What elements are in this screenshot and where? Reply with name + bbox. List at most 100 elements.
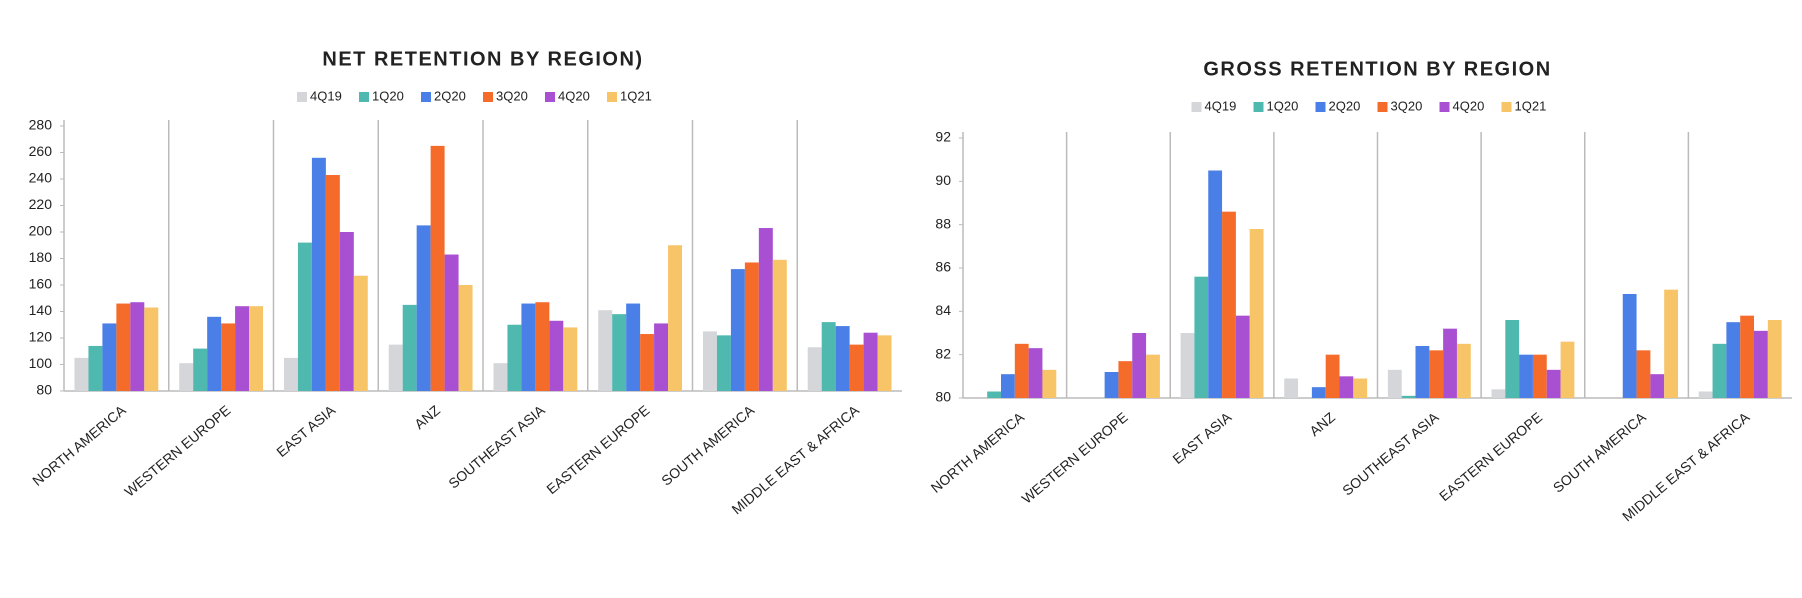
legend-label: 4Q20 (558, 88, 590, 103)
bar (626, 303, 641, 391)
bar (1636, 350, 1651, 398)
bar (668, 245, 683, 391)
bar (116, 303, 131, 391)
bar (1014, 343, 1029, 398)
bar (1519, 354, 1533, 398)
bar (416, 225, 431, 391)
legend-swatch (359, 92, 369, 102)
bar (221, 323, 236, 391)
bar (249, 306, 264, 391)
bar (1235, 315, 1250, 398)
bar (772, 259, 787, 391)
x-tick-label: EASTERN EUROPE (543, 402, 652, 497)
legend-swatch (607, 92, 617, 102)
legend-label: 1Q21 (620, 88, 652, 103)
y-tick-label: 84 (935, 302, 951, 318)
bar (1754, 330, 1768, 398)
bar (493, 363, 508, 391)
bar (235, 306, 250, 391)
bar (1180, 333, 1195, 398)
legend-label: 1Q20 (372, 88, 404, 103)
legend-label: 2Q20 (434, 88, 466, 103)
bar (1118, 361, 1133, 398)
bar (535, 302, 550, 391)
bar (1325, 354, 1340, 398)
y-tick-label: 80 (935, 389, 951, 405)
bar (1042, 369, 1057, 398)
bar (402, 304, 417, 391)
legend-swatch (1439, 102, 1450, 112)
bar (1284, 378, 1299, 398)
bar (1622, 294, 1637, 398)
y-tick-label: 220 (29, 196, 53, 212)
bar (1726, 322, 1741, 398)
x-tick-label: SOUTHEAST ASIA (1339, 408, 1442, 498)
bar (388, 344, 403, 391)
y-tick-label: 100 (29, 355, 53, 371)
legend-swatch (1377, 102, 1388, 112)
bar (612, 314, 627, 391)
legend-label: 2Q20 (1329, 98, 1361, 113)
x-tick-label: ANZ (1306, 409, 1338, 440)
bar (74, 357, 89, 391)
bar (1415, 346, 1430, 398)
bar (563, 327, 578, 391)
x-tick-label: SOUTHEAST ASIA (445, 401, 548, 491)
bar (1491, 389, 1506, 398)
bar (1443, 328, 1457, 398)
bar (1132, 333, 1147, 398)
bar (458, 285, 473, 391)
legend-label: 1Q20 (1267, 98, 1299, 113)
bar (283, 357, 298, 391)
bar (1208, 170, 1223, 398)
x-tick-label: SOUTH AMERICA (658, 401, 758, 488)
y-tick-label: 82 (935, 345, 951, 361)
y-tick-label: 80 (36, 382, 52, 398)
bar (1000, 374, 1015, 398)
bar (1456, 343, 1471, 398)
bar (444, 254, 459, 391)
legend-label: 4Q20 (1453, 98, 1485, 113)
bar (640, 334, 655, 391)
bar (1546, 369, 1561, 398)
legend-swatch (1253, 102, 1264, 112)
y-tick-label: 120 (29, 329, 53, 345)
legend-label: 4Q19 (310, 88, 342, 103)
y-tick-label: 280 (29, 117, 53, 133)
legend-label: 3Q20 (496, 88, 528, 103)
bar (1339, 376, 1354, 398)
y-tick-label: 90 (935, 172, 951, 188)
bar (849, 344, 864, 391)
bar (521, 303, 536, 391)
legend-label: 1Q21 (1515, 98, 1547, 113)
y-tick-label: 88 (935, 215, 951, 231)
bar (758, 228, 773, 391)
bar (1532, 354, 1547, 398)
bar (311, 157, 326, 391)
bar (863, 332, 878, 391)
x-tick-label: EAST ASIA (1169, 408, 1234, 467)
bar (1560, 341, 1575, 398)
bar (339, 232, 354, 391)
bar (1664, 289, 1679, 398)
bar (807, 347, 822, 391)
bar (102, 323, 117, 391)
y-tick-label: 160 (29, 276, 53, 292)
bar (702, 331, 717, 391)
bar (1767, 320, 1782, 398)
bar (144, 307, 159, 391)
bar (1249, 229, 1264, 398)
bar (430, 145, 445, 391)
legend-swatch (421, 92, 431, 102)
bar (1650, 374, 1665, 398)
bar (207, 316, 222, 391)
chart-title: NET RETENTION BY REGION) (322, 48, 643, 70)
bar (507, 324, 522, 391)
legend-swatch (297, 92, 307, 102)
bar (716, 335, 731, 391)
x-tick-label: ANZ (411, 402, 443, 433)
x-tick-label: EAST ASIA (273, 401, 338, 460)
y-tick-label: 92 (935, 129, 951, 145)
bar (1028, 348, 1043, 398)
